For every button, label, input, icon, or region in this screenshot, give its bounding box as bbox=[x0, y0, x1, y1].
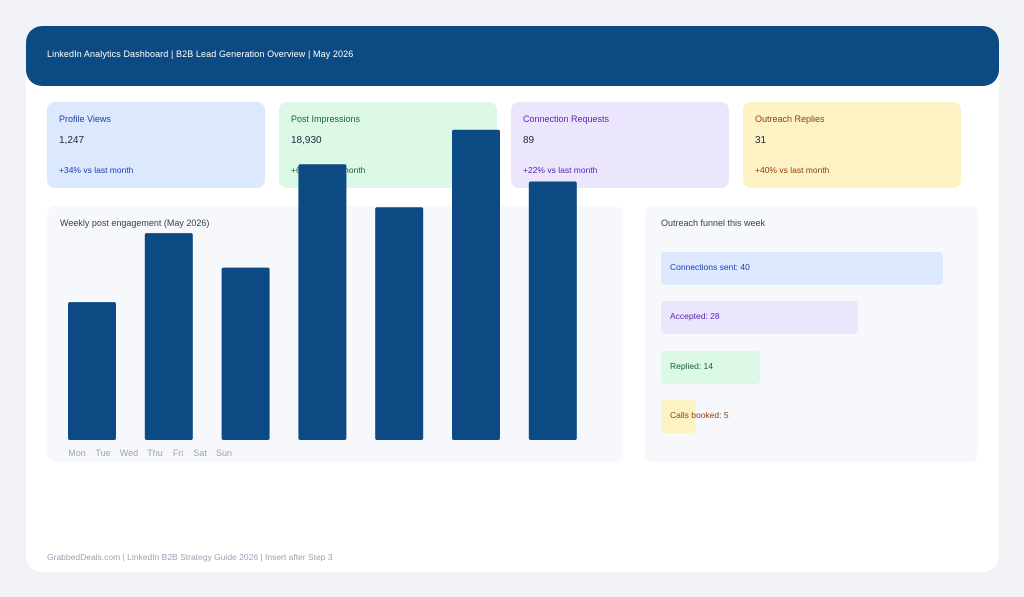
x-tick-label: Wed bbox=[120, 448, 138, 458]
funnel-bar-label: Connections sent: 40 bbox=[670, 262, 750, 272]
kpi-value: 1,247 bbox=[59, 135, 85, 146]
header-title: LinkedIn Analytics Dashboard | B2B Lead … bbox=[47, 49, 354, 59]
funnel-panel-title: Outreach funnel this week bbox=[661, 218, 766, 228]
funnel-bar-replied: Replied: 14 bbox=[661, 351, 760, 384]
x-tick-label: Sun bbox=[216, 448, 232, 458]
kpi-label: Profile Views bbox=[59, 114, 111, 124]
kpi-label: Connection Requests bbox=[523, 114, 610, 124]
footer-text: GrabbedDeals.com | LinkedIn B2B Strategy… bbox=[47, 552, 333, 562]
x-tick-label: Sat bbox=[193, 448, 207, 458]
funnel-panel: Outreach funnel this week Connections se… bbox=[645, 206, 978, 462]
kpi-label: Post Impressions bbox=[291, 114, 361, 124]
bar-sat bbox=[452, 129, 500, 440]
funnel-bar-calls-booked: Calls booked: 5 bbox=[661, 400, 729, 433]
bar-mon bbox=[68, 302, 116, 440]
kpi-card-outreach-replies: Outreach Replies 31 +40% vs last month bbox=[743, 102, 961, 188]
funnel-bar-connections-sent: Connections sent: 40 bbox=[661, 252, 943, 285]
kpi-label: Outreach Replies bbox=[755, 114, 825, 124]
kpi-card-profile-views: Profile Views 1,247 +34% vs last month bbox=[47, 102, 265, 188]
x-tick-label: Thu bbox=[147, 448, 163, 458]
bar-fri bbox=[375, 207, 424, 440]
x-tick-label: Fri bbox=[173, 448, 184, 458]
bar-tue bbox=[144, 233, 193, 440]
kpi-card-connection-requests: Connection Requests 89 +22% vs last mont… bbox=[511, 102, 729, 188]
kpi-delta: +22% vs last month bbox=[523, 165, 598, 175]
bar-wed bbox=[221, 267, 270, 440]
dashboard-header: LinkedIn Analytics Dashboard | B2B Lead … bbox=[26, 26, 999, 86]
funnel-bar-accepted: Accepted: 28 bbox=[661, 301, 859, 334]
kpi-value: 89 bbox=[523, 135, 535, 146]
x-tick-label: Mon bbox=[68, 448, 86, 458]
x-tick-label: Tue bbox=[95, 448, 110, 458]
kpi-delta: +34% vs last month bbox=[59, 165, 134, 175]
kpi-value: 18,930 bbox=[291, 135, 322, 146]
funnel-bar-label: Calls booked: 5 bbox=[670, 410, 729, 420]
kpi-value: 31 bbox=[755, 135, 767, 146]
funnel-bar-label: Replied: 14 bbox=[670, 361, 714, 371]
bar-sun bbox=[528, 181, 577, 441]
kpi-delta: +40% vs last month bbox=[755, 165, 830, 175]
funnel-bar-label: Accepted: 28 bbox=[670, 311, 720, 321]
bar-thu bbox=[298, 164, 347, 440]
engagement-panel-title: Weekly post engagement (May 2026) bbox=[60, 218, 210, 228]
